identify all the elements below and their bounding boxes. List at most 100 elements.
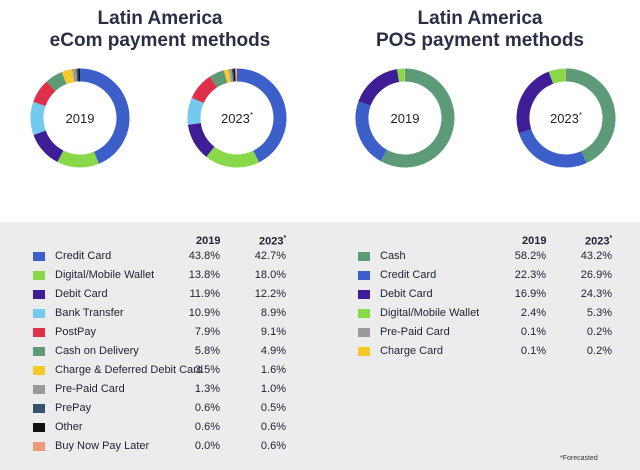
ecom-value-2023: 4.9% xyxy=(260,345,286,357)
ecom-value-2023: 1.6% xyxy=(260,364,286,376)
ecom-legend-label: Buy Now Pay Later xyxy=(55,440,150,452)
ecom-legend-label: Pre-Paid Card xyxy=(55,383,125,395)
pos-legend-swatch xyxy=(358,347,370,356)
donut-center-label-ecom_2023: 2023* xyxy=(221,111,253,126)
ecom-value-2019: 43.8% xyxy=(188,250,220,262)
ecom-legend-label: PrePay xyxy=(55,402,92,414)
pos-title-line1: Latin America xyxy=(417,8,543,29)
pos-value-2023: 0.2% xyxy=(586,326,612,338)
donut-slice-pos_2023-digital-mobile-wallet xyxy=(548,68,566,84)
ecom-legend-swatch xyxy=(33,252,45,261)
ecom-legend-row-prepay: PrePay 0.6% 0.5% xyxy=(0,401,640,420)
ecom-value-2023: 0.6% xyxy=(260,440,286,452)
donut-slice-ecom_2023-bank-transfer xyxy=(187,97,204,125)
ecom-legend-label: Bank Transfer xyxy=(55,307,124,319)
donut-slice-ecom_2023-charge-deferred-debit-card xyxy=(223,69,231,83)
donut-slice-ecom_2023-debit-card xyxy=(187,122,215,157)
pos-value-2019: 0.1% xyxy=(520,345,546,357)
pos-legend-swatch xyxy=(358,252,370,261)
ecom-legend-swatch xyxy=(33,328,45,337)
pos-value-2023: 26.9% xyxy=(580,269,612,281)
donut-slice-pos_2023-debit-card xyxy=(516,71,554,134)
donut-slice-pos_2019-digital-mobile-wallet xyxy=(396,68,405,83)
ecom-legend-row-credit-card: Credit Card 43.8% 42.7% xyxy=(0,249,640,268)
footnote: *Forecasted xyxy=(560,455,598,462)
donut-slice-ecom_2019-charge-deferred-debit-card xyxy=(61,69,75,85)
ecom-legend-label: Other xyxy=(55,421,83,433)
pos-chart-title: Latin America POS payment methods xyxy=(320,8,640,52)
ecom-header-2023: 2023* xyxy=(259,235,287,248)
ecom-legend-swatch xyxy=(33,347,45,356)
ecom-title-line1: Latin America xyxy=(97,8,223,29)
ecom-value-2023: 8.9% xyxy=(260,307,286,319)
donut-center-label-pos_2019: 2019 xyxy=(391,111,420,126)
ecom-header-2019: 2019 xyxy=(196,235,221,247)
donut-slice-ecom_2023-cash-on-delivery xyxy=(209,70,228,88)
pos-legend-label: Charge Card xyxy=(380,345,443,357)
donut-center-label-ecom_2019: 2019 xyxy=(66,111,95,126)
pos-value-2023: 0.2% xyxy=(586,345,612,357)
donut-slice-pos_2019-credit-card xyxy=(355,101,388,162)
ecom-legend-swatch xyxy=(33,404,45,413)
ecom-legend-label: Cash on Delivery xyxy=(55,345,139,357)
pos-header-2023: 2023* xyxy=(585,235,613,248)
ecom-legend-row-postpay: PostPay 7.9% 9.1% xyxy=(0,325,640,344)
donut-center-label-pos_2023: 2023* xyxy=(550,111,582,126)
pos-value-2019: 22.3% xyxy=(514,269,546,281)
ecom-value-2023: 1.0% xyxy=(260,383,286,395)
ecom-legend-row-bank-transfer: Bank Transfer 10.9% 8.9% xyxy=(0,306,640,325)
donut-slice-ecom_2019-digital-mobile-wallet xyxy=(57,150,99,168)
pos-legend-label: Pre-Paid Card xyxy=(380,326,450,338)
donut-slice-ecom_2023-credit-card xyxy=(236,68,287,163)
donut-slice-ecom_2019-credit-card xyxy=(79,68,130,164)
ecom-value-2019: 13.8% xyxy=(188,269,220,281)
ecom-value-2023: 42.7% xyxy=(254,250,286,262)
donut-slice-pos_2023-cash xyxy=(565,68,616,163)
ecom-value-2019: 11.9% xyxy=(189,288,220,300)
ecom-legend-row-cash-on-delivery: Cash on Delivery 5.8% 4.9% xyxy=(0,344,640,363)
ecom-legend-row-digital-mobile-wallet: Digital/Mobile Wallet 13.8% 18.0% xyxy=(0,268,640,287)
pos-legend-swatch xyxy=(358,328,370,337)
pos-legend-label: Cash xyxy=(380,250,406,262)
pos-value-2023: 5.3% xyxy=(586,307,612,319)
pos-legend-label: Digital/Mobile Wallet xyxy=(380,307,480,319)
ecom-value-2019: 0.6% xyxy=(194,421,220,433)
ecom-value-2019: 0.0% xyxy=(194,440,220,452)
pos-value-2019: 0.1% xyxy=(520,326,546,338)
pos-legend-label: Credit Card xyxy=(380,269,437,281)
ecom-value-2019: 10.9% xyxy=(188,307,220,319)
donut-slice-pos_2019-cash xyxy=(380,68,455,168)
ecom-value-2019: 0.6% xyxy=(194,402,220,414)
ecom-value-2019: 7.9% xyxy=(194,326,220,338)
ecom-legend-label: Credit Card xyxy=(55,250,112,262)
ecom-legend-row-buy-now-pay-later: Buy Now Pay Later 0.0% 0.6% xyxy=(0,439,640,458)
pos-value-2023: 43.2% xyxy=(580,250,612,262)
ecom-title-line2: eCom payment methods xyxy=(49,30,271,51)
ecom-legend-swatch xyxy=(33,442,45,451)
ecom-value-2023: 12.2% xyxy=(254,288,286,300)
pos-value-2023: 24.3% xyxy=(580,288,612,300)
ecom-value-2019: 5.8% xyxy=(194,345,220,357)
pos-value-2019: 16.9% xyxy=(514,288,546,300)
ecom-chart-title: Latin America eCom payment methods xyxy=(0,8,320,52)
pos-legend-row-charge-card: Charge Card 0.1% 0.2% xyxy=(0,344,640,363)
ecom-value-2023: 18.0% xyxy=(254,269,286,281)
ecom-legend-swatch xyxy=(33,290,45,299)
ecom-value-2023: 0.6% xyxy=(260,421,286,433)
donut-charts: 2019 2023* 2019 2023* xyxy=(30,68,616,168)
donut-slice-ecom_2019-bank-transfer xyxy=(30,101,46,135)
ecom-value-2019: 1.3% xyxy=(194,383,220,395)
pos-header-2019: 2019 xyxy=(522,235,547,247)
ecom-legend-label: Digital/Mobile Wallet xyxy=(55,269,155,281)
donut-slice-pos_2023-credit-card xyxy=(518,128,587,168)
ecom-legend-label: Charge & Deferred Debit Card xyxy=(55,364,203,376)
pos-legend-row-cash: Cash 58.2% 43.2% xyxy=(0,249,640,268)
ecom-value-2023: 0.5% xyxy=(260,402,286,414)
donut-slice-ecom_2019-postpay xyxy=(33,81,56,107)
donut-slice-ecom_2023-postpay xyxy=(191,76,218,104)
pos-title-line2: POS payment methods xyxy=(376,30,584,51)
pos-legend-row-credit-card: Credit Card 22.3% 26.9% xyxy=(0,268,640,287)
pos-legend-row-debit-card: Debit Card 16.9% 24.3% xyxy=(0,287,640,306)
pos-legend-row-pre-paid-card: Pre-Paid Card 0.1% 0.2% xyxy=(0,325,640,344)
pos-legend-swatch xyxy=(358,271,370,280)
